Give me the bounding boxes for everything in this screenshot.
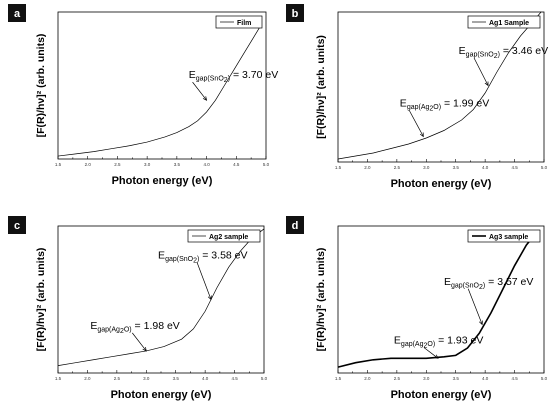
legend-label: Ag2 sample [209,234,248,241]
panel-letter: d [292,220,299,232]
annotation-arrow [192,81,207,101]
arrow-head [202,96,208,101]
x-tick-label: 5.0 [263,162,270,167]
arrow-head [207,295,212,301]
arrow-head [479,320,483,326]
panel-d: d 1.5 2.0 2.5 3.0 3.5 4.0 4.5 5.0 Photon energy (… [286,216,548,401]
panel-c: c 1.5 2.0 2.5 3.0 3.5 4.0 4.5 5.0 Photon energy (… [8,216,268,401]
legend-label: Ag1 Sample [489,20,529,27]
plot-area [57,11,267,160]
panel-letter: b [292,8,299,20]
series-line [57,26,261,157]
arrow-head [434,354,439,359]
x-tick-label: 1.5 [335,376,342,381]
y-axis-label: [F(R)/hν]² (arb. units) [315,248,327,352]
legend-box [467,15,541,29]
plot-area [337,11,545,163]
legend-box [215,15,263,29]
y-axis-label: [F(R)/hν]² (arb. units) [35,34,47,138]
band-gap-annotation: Egap(Ag2O) = 1.98 eV [90,320,179,335]
band-gap-annotation: Egap(SnO2) = 3.46 eV [459,45,548,60]
x-tick-label: 1.5 [55,376,62,381]
x-tick-label: 2.0 [84,376,91,381]
band-gap-annotation: Egap(SnO2) = 3.57 eV [444,276,533,291]
arrow-head [419,132,424,138]
arrow-head [484,81,489,87]
annotation-arrow [409,110,424,137]
x-tick-label: 2.0 [85,162,92,167]
x-tick-label: 4.0 [203,162,210,167]
band-gap-annotation: Egap(Ag2O) = 1.99 eV [400,98,489,113]
x-tick-label: 3.0 [143,376,150,381]
annotation-arrow [473,57,489,86]
x-tick-label: 5.0 [261,376,268,381]
x-tick-label: 4.5 [233,162,240,167]
plot-area [337,225,545,374]
panel-badge [8,4,26,22]
x-tick-label: 2.5 [114,376,121,381]
x-tick-label: 1.5 [335,165,342,170]
panel-b: b 1.5 2.0 2.5 3.0 3.5 4.0 4.5 5.0 Photon energy (… [286,4,548,190]
annotation-arrow [467,288,483,325]
series-line [57,228,265,366]
x-tick-label: 4.5 [511,165,518,170]
y-axis-label: [F(R)/hν]² (arb. units) [315,35,327,139]
annotation-arrow [196,262,212,300]
x-tick-label: 2.0 [364,165,371,170]
x-axis-label: Photon energy (eV) [112,175,213,187]
band-gap-annotation: Egap(SnO2) = 3.70 eV [189,69,278,84]
x-tick-label: 4.0 [482,376,489,381]
x-tick-label: 4.5 [511,376,518,381]
x-tick-label: 3.0 [423,165,430,170]
x-tick-label: 3.0 [144,162,151,167]
x-tick-label: 5.0 [541,165,548,170]
x-tick-label: 3.5 [453,376,460,381]
panel-a: a 1.5 2.0 2.5 3.0 3.5 4.0 4.5 5.0 Photon energy (… [8,4,278,187]
panel-badge [8,216,26,234]
x-tick-label: 2.0 [364,376,371,381]
x-tick-label: 4.0 [202,376,209,381]
legend-label: Ag3 sample [489,234,528,241]
band-gap-annotation: Egap(Ag2O) = 1.93 eV [394,335,483,350]
legend-label: Film [237,20,251,27]
y-axis-label: [F(R)/hν]² (arb. units) [35,248,47,352]
x-tick-label: 3.5 [174,162,181,167]
annotation-arrow [132,332,147,352]
x-axis-label: Photon energy (eV) [391,389,492,401]
legend-box [187,229,261,243]
x-tick-label: 2.5 [114,162,121,167]
panel-letter: c [14,220,20,232]
x-tick-label: 5.0 [541,376,548,381]
band-gap-annotation: Egap(SnO2) = 3.58 eV [158,249,247,264]
arrow-head [142,346,147,352]
series-line [337,229,539,368]
panel-badge [286,4,304,22]
annotation-arrow [423,347,439,359]
x-tick-label: 2.5 [394,165,401,170]
panel-badge [286,216,304,234]
x-tick-label: 3.5 [173,376,180,381]
legend-box [467,229,541,243]
panel-letter: a [14,8,21,20]
x-tick-label: 4.5 [231,376,238,381]
x-tick-label: 3.0 [423,376,430,381]
x-tick-label: 4.0 [482,165,489,170]
x-tick-label: 1.5 [55,162,62,167]
x-tick-label: 2.5 [394,376,401,381]
x-axis-label: Photon energy (eV) [391,178,492,190]
x-tick-label: 3.5 [453,165,460,170]
series-line [337,11,542,160]
x-axis-label: Photon energy (eV) [111,389,212,401]
plot-area [57,225,265,374]
